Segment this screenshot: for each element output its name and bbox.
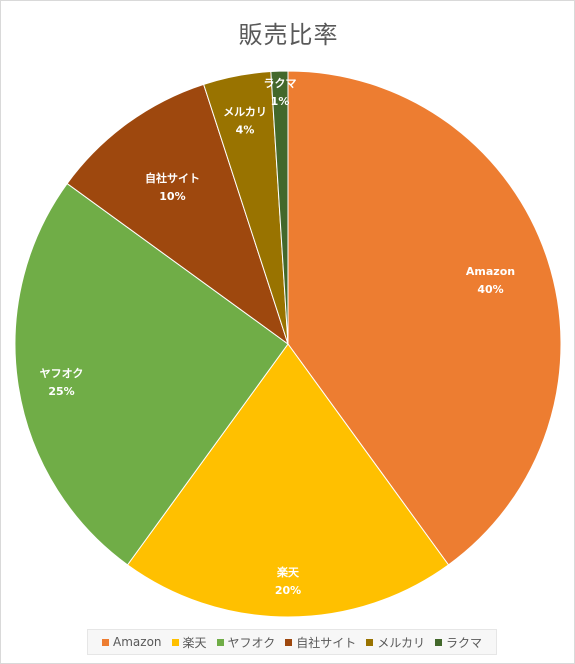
legend-swatch — [216, 638, 224, 646]
legend-swatch — [366, 638, 374, 646]
pie-slice-4 — [66, 83, 289, 346]
pie-slice-1 — [287, 70, 562, 566]
legend-item: ヤフオク — [216, 634, 276, 651]
slice-percent-label: 4% — [236, 124, 255, 137]
chart-title: 販売比率 — [238, 21, 339, 49]
legend-label: Amazon — [113, 635, 162, 649]
legend-label: メルカリ — [377, 635, 425, 650]
slice-percent-label: 20% — [275, 584, 301, 597]
legend-label: 自社サイト — [296, 635, 357, 650]
legend-item: メルカリ — [366, 634, 425, 651]
legend-label: 楽天 — [182, 635, 207, 650]
slice-category-label: Amazon — [466, 265, 515, 278]
legend: Amazon 楽天 ヤフオク 自社サイト メルカリ ラクマ — [87, 629, 497, 655]
slice-percent-label: 40% — [477, 283, 503, 296]
legend-swatch — [102, 638, 110, 646]
slice-category-label: ヤフオク — [40, 367, 84, 380]
legend-item: 楽天 — [171, 634, 207, 651]
slice-category-label: 楽天 — [276, 565, 300, 579]
slice-percent-label: 1% — [271, 95, 290, 108]
legend-item: 自社サイト — [285, 634, 356, 651]
legend-swatch — [171, 638, 179, 646]
slice-percent-label: 10% — [159, 190, 185, 203]
legend-label: ヤフオク — [227, 635, 276, 650]
legend-label: ラクマ — [445, 635, 482, 650]
legend-item: Amazon — [102, 635, 162, 649]
pie-slice-2 — [126, 343, 450, 618]
legend-swatch — [434, 638, 442, 646]
legend-item: ラクマ — [434, 634, 482, 651]
legend-swatch — [285, 638, 293, 646]
slice-category-label: 自社サイト — [145, 171, 200, 185]
pie-slice-6 — [270, 70, 289, 345]
pie-slice-3 — [14, 182, 289, 566]
slice-percent-label: 25% — [48, 385, 74, 398]
slice-category-label: メルカリ — [223, 106, 267, 119]
slice-category-label: ラクマ — [264, 77, 297, 90]
